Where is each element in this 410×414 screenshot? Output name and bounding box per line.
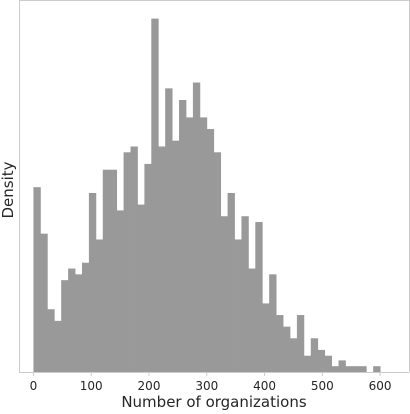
histogram-bar [123, 152, 131, 372]
x-tick-label: 100 [80, 379, 103, 393]
histogram-bar [248, 268, 256, 372]
histogram-bar [61, 280, 69, 372]
histogram-bar [130, 146, 138, 372]
histogram-bar [310, 338, 319, 372]
histogram-bar [165, 88, 173, 372]
histogram-bar [199, 117, 208, 372]
histogram-bar [116, 210, 124, 372]
x-tick-label: 200 [138, 379, 161, 393]
bars-layer [33, 18, 381, 372]
histogram-bar [179, 99, 187, 372]
x-axis-label: Number of organizations [121, 393, 307, 410]
histogram-bar [345, 366, 353, 372]
histogram-bar [241, 216, 249, 372]
histogram-bar [303, 355, 312, 372]
histogram-bar [81, 262, 90, 372]
histogram-bar [137, 204, 145, 372]
x-tick-label: 0 [30, 379, 38, 393]
histogram-bar [269, 274, 277, 372]
histogram-bar [317, 349, 326, 372]
histogram-bar [234, 239, 242, 372]
x-tick-label: 300 [195, 379, 218, 393]
histogram-bar [102, 169, 111, 372]
histogram-bar [185, 117, 194, 372]
histogram-bar [276, 315, 284, 372]
histogram-bar [296, 315, 305, 372]
histogram-bar [54, 320, 62, 372]
histogram-bar [68, 268, 76, 372]
x-tick-label: 400 [253, 379, 276, 393]
histogram-bar [144, 163, 152, 372]
histogram-bar [352, 366, 360, 372]
histogram-bar [192, 82, 201, 372]
x-tick-label: 500 [311, 379, 334, 393]
histogram-bar [88, 192, 97, 372]
histogram-bar [95, 239, 104, 372]
histogram-bar [331, 366, 339, 372]
x-ticks-layer: 0 100 200 300 400 500 600 [30, 372, 392, 393]
histogram-bar [109, 169, 118, 372]
histogram-bar [338, 360, 346, 372]
histogram-bar [227, 192, 235, 372]
histogram-bar [262, 303, 270, 372]
histogram-bar [33, 187, 41, 372]
histogram-bar [255, 222, 263, 372]
histogram-bar [75, 274, 83, 372]
histogram-bar [151, 18, 159, 372]
histogram-bar [47, 309, 55, 372]
y-axis-label: Density [0, 161, 17, 218]
histogram-bar [40, 233, 48, 372]
histogram-bar [206, 129, 215, 372]
x-tick-label: 600 [369, 379, 392, 393]
histogram-bar [324, 355, 332, 372]
histogram-bar [373, 366, 381, 372]
histogram-bar [289, 338, 298, 372]
histogram-bar [283, 326, 291, 372]
histogram-bar [220, 216, 228, 372]
histogram-bar [158, 146, 166, 372]
histogram-bar [213, 152, 222, 372]
histogram-bar [172, 140, 180, 372]
histogram-bar [359, 366, 367, 372]
